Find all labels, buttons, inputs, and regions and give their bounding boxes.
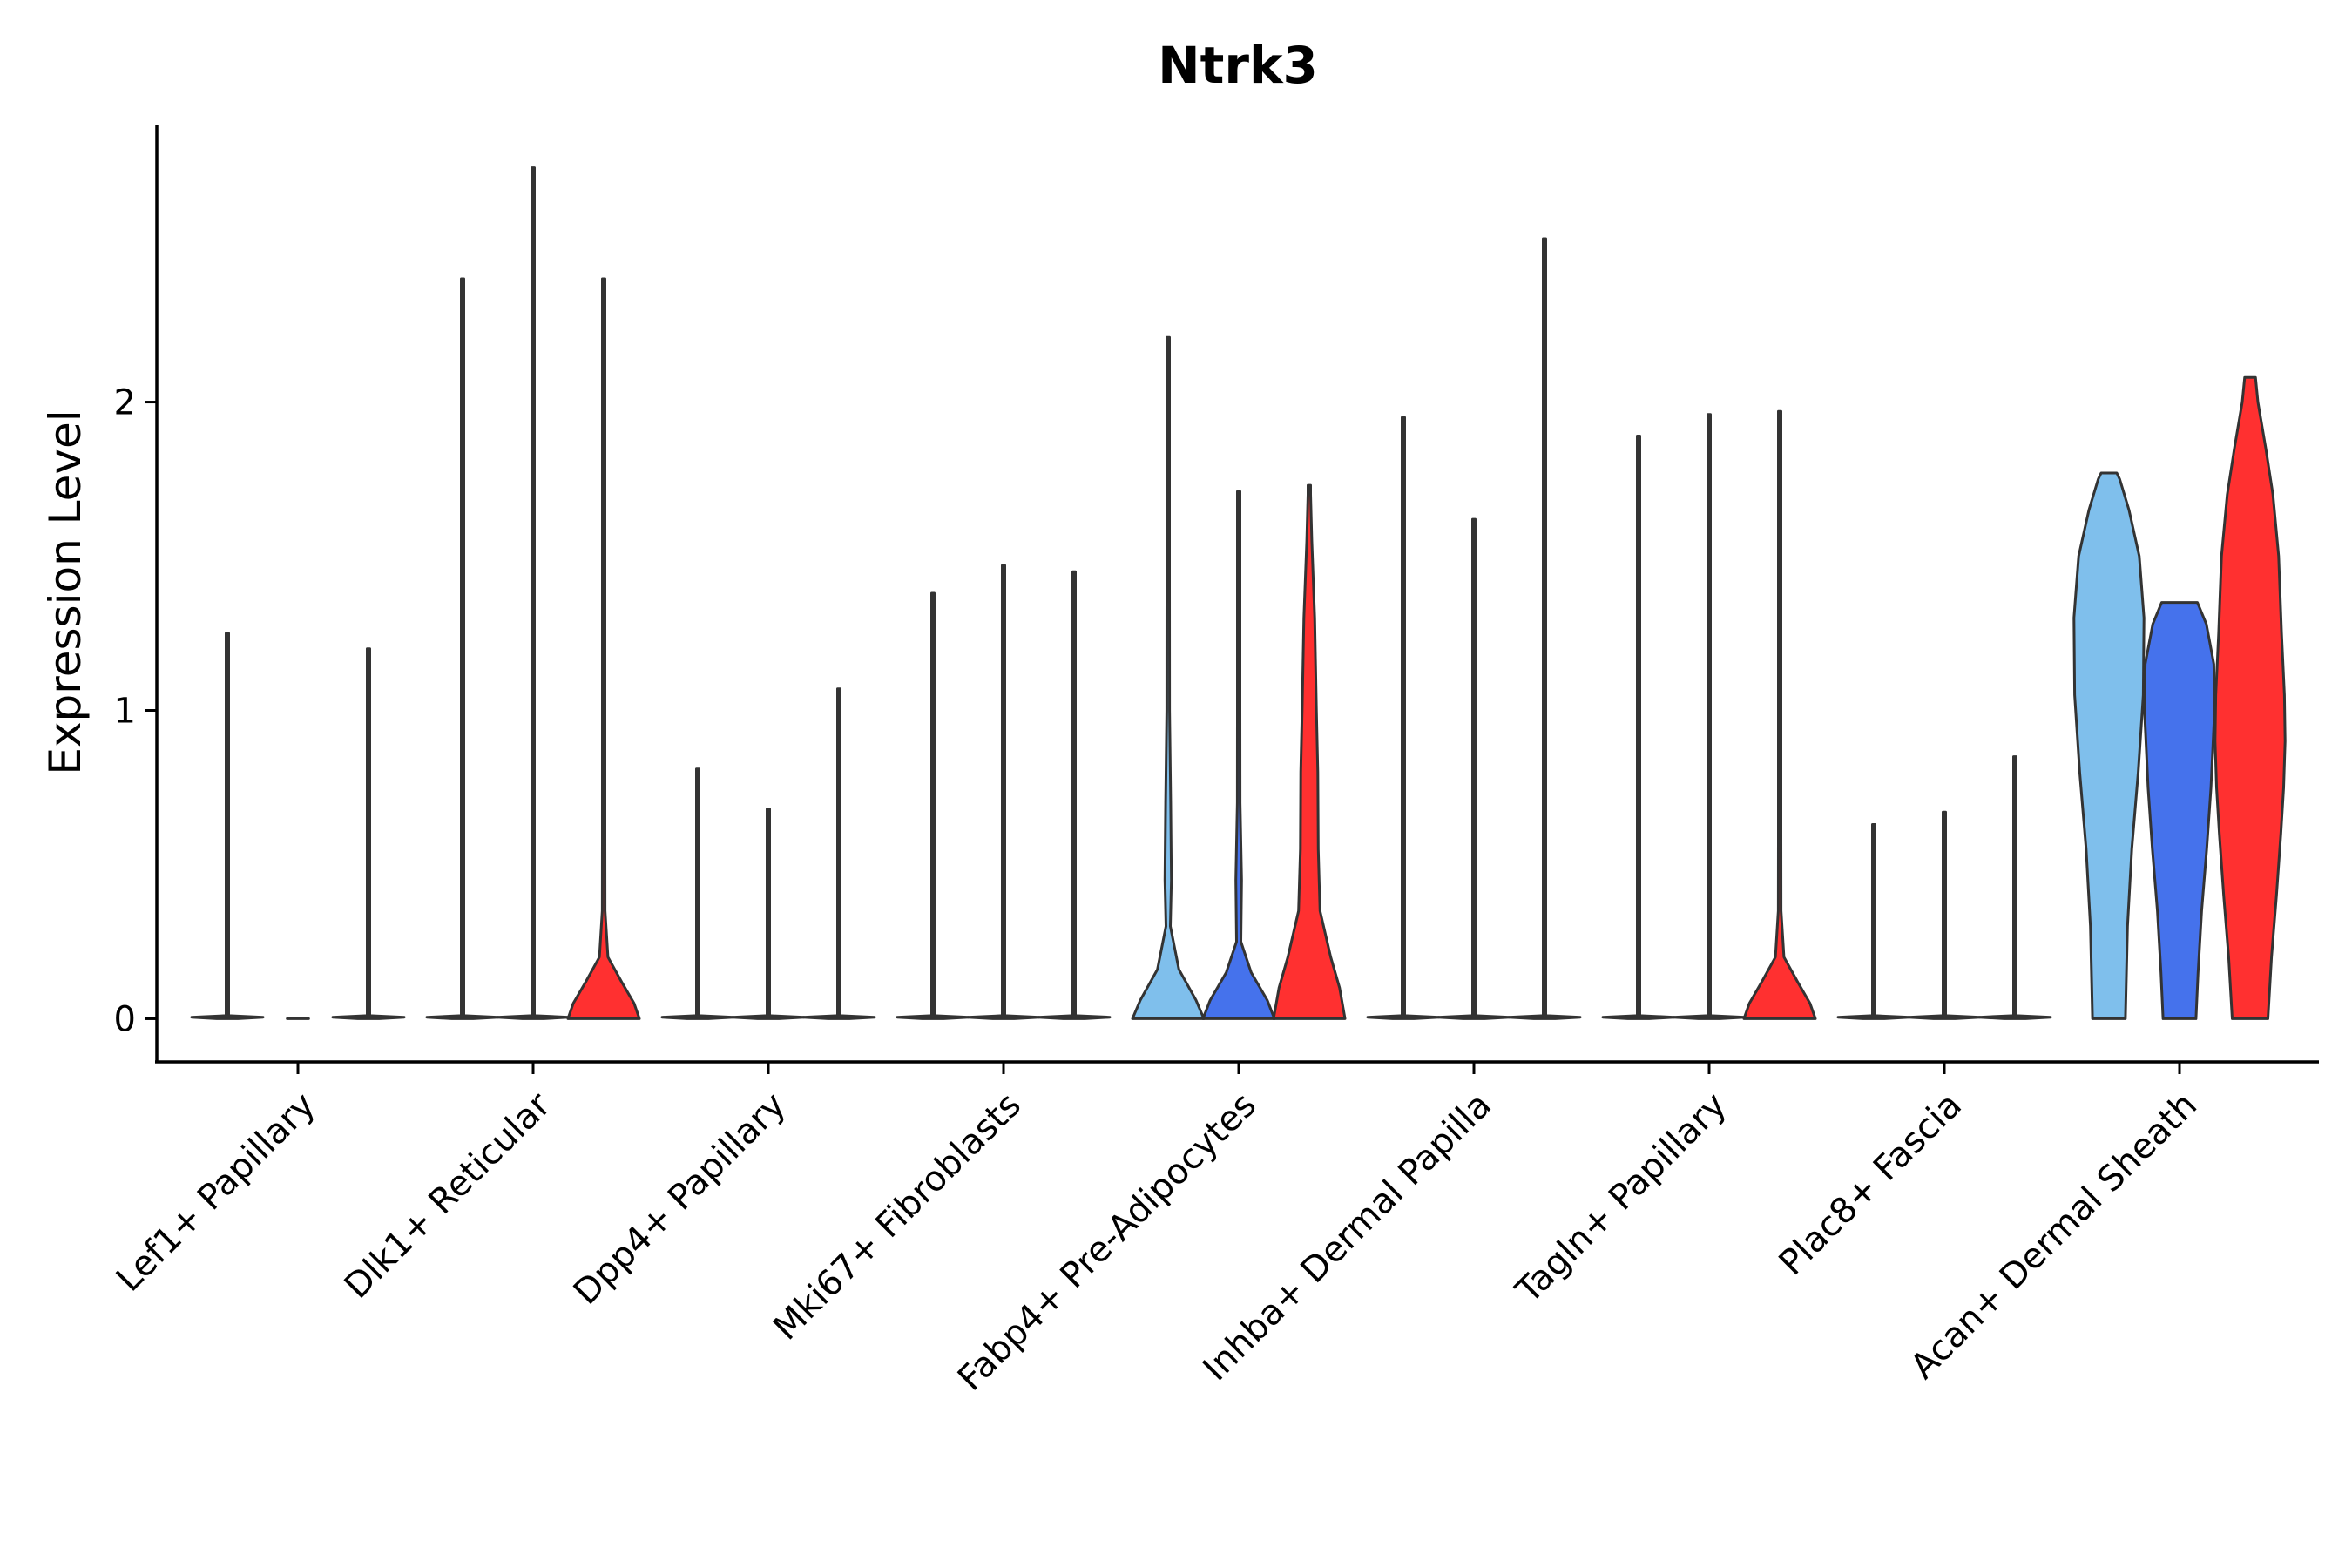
violin-group-2-cat-2: [496, 166, 571, 1020]
violin-group-2-cat-5: [1201, 490, 1276, 1020]
violin-group-1-cat-3: [660, 767, 735, 1020]
violin-group-2-cat-9: [2143, 601, 2216, 1020]
violin-group-1-cat-4: [896, 591, 970, 1020]
violin-group-1-cat-5: [1131, 335, 1206, 1020]
x-tick-label: Tagln+ Papillary: [1508, 1085, 1734, 1312]
violin-group-2-cat-6: [1436, 517, 1511, 1020]
violin-group-2-cat-3: [731, 808, 806, 1020]
violin-group-3-cat-7: [1742, 409, 1817, 1020]
violin-group-3-cat-1: [331, 647, 406, 1020]
y-tick-label: 0: [114, 999, 136, 1039]
violin-group-3-cat-5: [1272, 483, 1347, 1020]
y-tick-label: 1: [114, 692, 136, 732]
violin-group-2-cat-4: [966, 564, 1041, 1020]
x-tick-label: Mki67+ Fibroblasts: [766, 1085, 1029, 1348]
x-tick-label: Dlk1+ Reticular: [337, 1085, 559, 1307]
violin-group-3-cat-3: [801, 687, 876, 1020]
axes-layer: [155, 125, 2319, 1064]
violin-group-3-cat-8: [1977, 755, 2052, 1020]
violin-group-2-cat-8: [1907, 810, 1982, 1020]
violin-group-1-cat-6: [1366, 416, 1441, 1020]
y-tick-label: 2: [114, 383, 136, 423]
x-tick-label: Dpp4+ Papillary: [566, 1085, 794, 1313]
violin-group-1-cat-2: [425, 277, 500, 1020]
violin-group-1-cat-1: [190, 632, 265, 1020]
violin-group-2-cat-7: [1672, 413, 1747, 1020]
violin-group-3-cat-9: [2213, 375, 2287, 1020]
violin-group-3-cat-4: [1037, 570, 1112, 1020]
violin-group-3-cat-2: [566, 277, 641, 1020]
chart-title: Ntrk3: [1158, 36, 1318, 95]
x-ticks: Lef1+ Papillary Dlk1+ Reticular Dpp4+ Papi…: [109, 1062, 2205, 1399]
x-tick-label: Lef1+ Papillary: [109, 1085, 323, 1300]
y-axis-label: Expression Level: [40, 409, 91, 774]
y-ticks: 0 1 2: [114, 383, 157, 1039]
violins-layer: [190, 166, 2287, 1020]
violin-group-1-cat-8: [1836, 823, 1911, 1020]
x-tick-label: Plac8+ Fascia: [1772, 1085, 1970, 1284]
violin-group-1-cat-7: [1601, 435, 1676, 1020]
violin-group-1-cat-9: [2072, 471, 2146, 1020]
violin-group-3-cat-6: [1507, 237, 1582, 1020]
